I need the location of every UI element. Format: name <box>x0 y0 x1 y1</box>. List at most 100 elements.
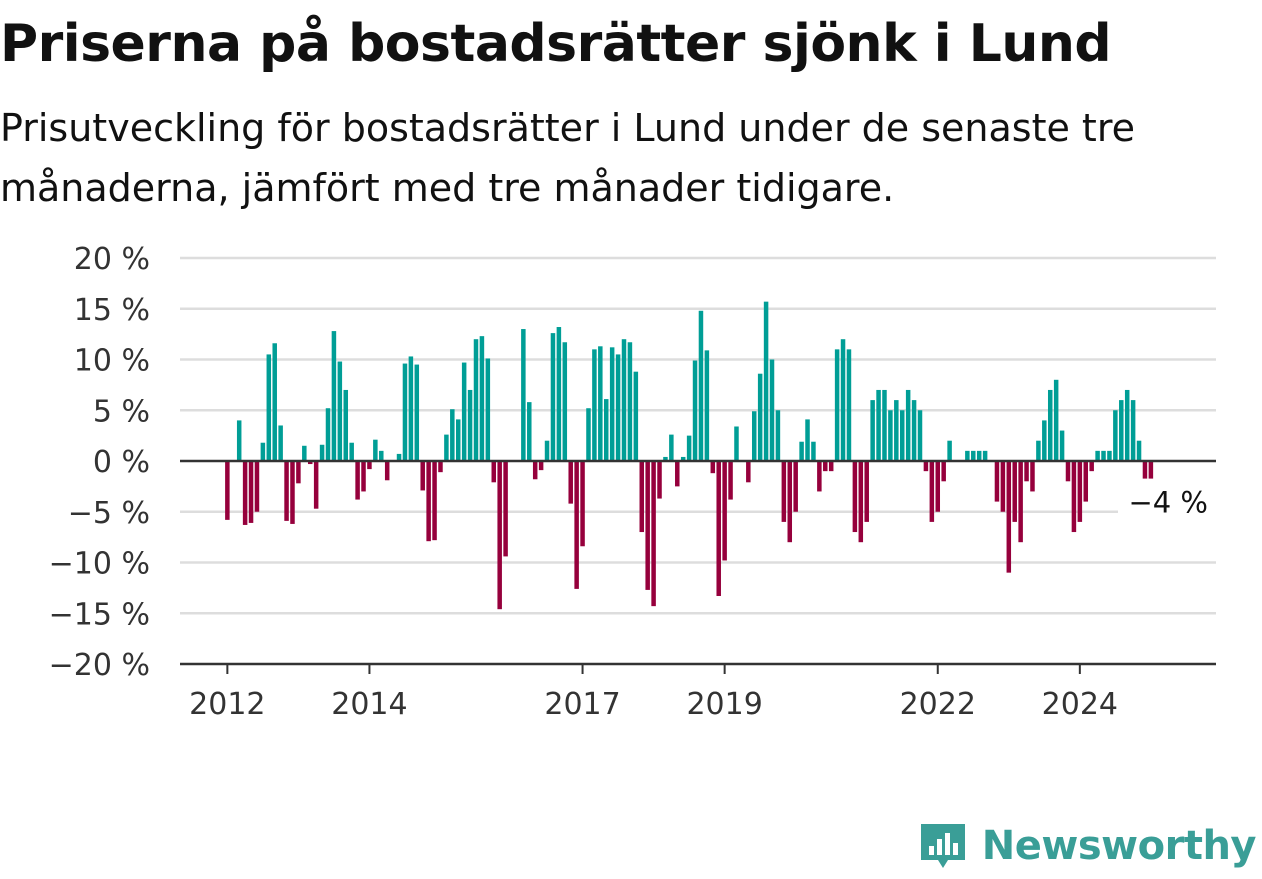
brand-logo: Newsworthy <box>918 821 1257 871</box>
bar <box>1053 379 1059 461</box>
bar <box>455 419 461 461</box>
bar <box>817 461 822 492</box>
bar <box>923 461 929 472</box>
y-tick-label: 5 % <box>93 394 150 429</box>
bar <box>521 329 526 461</box>
bar <box>633 371 639 461</box>
bar <box>467 389 473 461</box>
bar <box>929 461 935 522</box>
axes <box>180 459 1216 666</box>
bar <box>1142 461 1148 482</box>
bar <box>1059 430 1065 461</box>
bar <box>1012 461 1017 522</box>
bar <box>562 342 568 461</box>
bar <box>527 402 532 461</box>
bar <box>343 389 349 461</box>
bar <box>876 389 881 461</box>
bar <box>254 461 260 512</box>
y-tick-label: −15 % <box>49 597 150 632</box>
bar <box>236 420 242 461</box>
bar <box>225 461 230 520</box>
bar-chart-badge-icon <box>920 824 965 868</box>
bar <box>432 461 437 541</box>
bar <box>663 456 668 461</box>
bar <box>917 410 923 461</box>
y-tick-label: −10 % <box>49 547 150 582</box>
bar <box>1036 440 1041 461</box>
bar <box>965 450 970 461</box>
bar <box>592 349 597 461</box>
bar <box>1130 400 1136 461</box>
bar <box>888 410 893 461</box>
bar <box>769 359 775 461</box>
bar <box>272 343 277 461</box>
bar <box>846 349 852 461</box>
bar <box>485 358 491 461</box>
bar <box>1047 389 1053 461</box>
bar <box>1136 440 1142 461</box>
bar <box>911 400 917 461</box>
bar <box>899 410 905 461</box>
chart-subtitle: Prisutveckling för bostadsrätter i Lund … <box>0 106 1135 210</box>
y-tick-label: 10 % <box>74 344 150 379</box>
bar <box>479 336 485 461</box>
bar <box>675 461 680 487</box>
bar <box>349 442 354 461</box>
bar <box>337 361 343 461</box>
last-value-label: −4 % <box>1128 486 1208 520</box>
x-tick-label: 2014 <box>331 687 407 722</box>
bar <box>302 445 307 461</box>
bar <box>1042 420 1047 461</box>
bar <box>1018 461 1023 543</box>
x-tick-label: 2019 <box>686 687 762 722</box>
bar <box>1077 461 1083 522</box>
bar <box>787 461 793 543</box>
bar <box>793 461 798 512</box>
bar <box>982 450 988 461</box>
bar <box>799 441 804 461</box>
bar <box>503 461 508 557</box>
bar <box>331 331 337 461</box>
bar <box>296 461 301 484</box>
bar <box>379 450 384 461</box>
bar <box>751 411 757 461</box>
bar <box>538 461 544 471</box>
bar <box>384 461 390 481</box>
y-tick-label: 15 % <box>74 293 150 328</box>
last-value-label-background <box>1118 478 1216 523</box>
bar <box>657 461 662 499</box>
bar <box>532 461 538 480</box>
bar <box>1095 450 1100 461</box>
y-axis-tick-labels: 20 % 15 % 10 % 5 % 0 % −5 % −10 % −15 % −20 % <box>49 242 150 683</box>
bar <box>639 461 645 533</box>
bar <box>710 461 716 474</box>
bar <box>1000 461 1006 512</box>
bar <box>580 461 585 547</box>
bar <box>651 461 656 607</box>
bar <box>461 362 467 461</box>
bar <box>325 408 331 461</box>
bar <box>1101 450 1106 461</box>
bar <box>828 461 834 472</box>
annotations: −4 % <box>1118 478 1216 523</box>
bar <box>290 461 295 524</box>
bar <box>680 456 686 461</box>
bar <box>882 389 887 461</box>
bars <box>225 301 1154 610</box>
bar <box>260 442 266 461</box>
bar <box>1071 461 1077 533</box>
gridlines <box>180 256 1216 615</box>
bar <box>1124 389 1130 461</box>
bar <box>615 354 621 461</box>
bar <box>284 461 289 521</box>
bar <box>319 444 325 461</box>
bar <box>544 440 550 461</box>
bar <box>941 461 946 482</box>
bar <box>1065 461 1071 482</box>
bar <box>864 461 869 522</box>
x-tick-label: 2012 <box>189 687 265 722</box>
bar <box>1030 461 1035 492</box>
bar <box>598 346 603 461</box>
bar <box>248 461 254 523</box>
y-tick-label: 0 % <box>93 445 150 480</box>
